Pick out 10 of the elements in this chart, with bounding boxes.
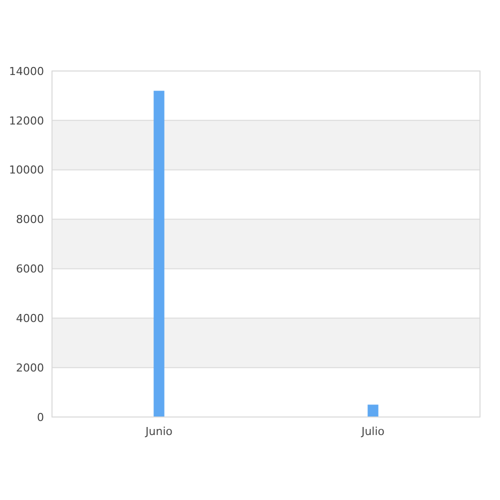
x-tick-label: Junio [144,425,173,438]
x-tick-label: Julio [360,425,385,438]
y-tick-label: 14000 [9,64,44,78]
y-tick-label: 8000 [16,213,44,226]
y-tick-label: 0 [37,410,44,424]
y-tick-label: 6000 [16,262,44,276]
y-tick-label: 10000 [9,164,44,177]
y-tick-label: 2000 [16,361,44,374]
y-tick-label: 12000 [9,114,44,128]
y-tick-label: 4000 [16,312,44,325]
